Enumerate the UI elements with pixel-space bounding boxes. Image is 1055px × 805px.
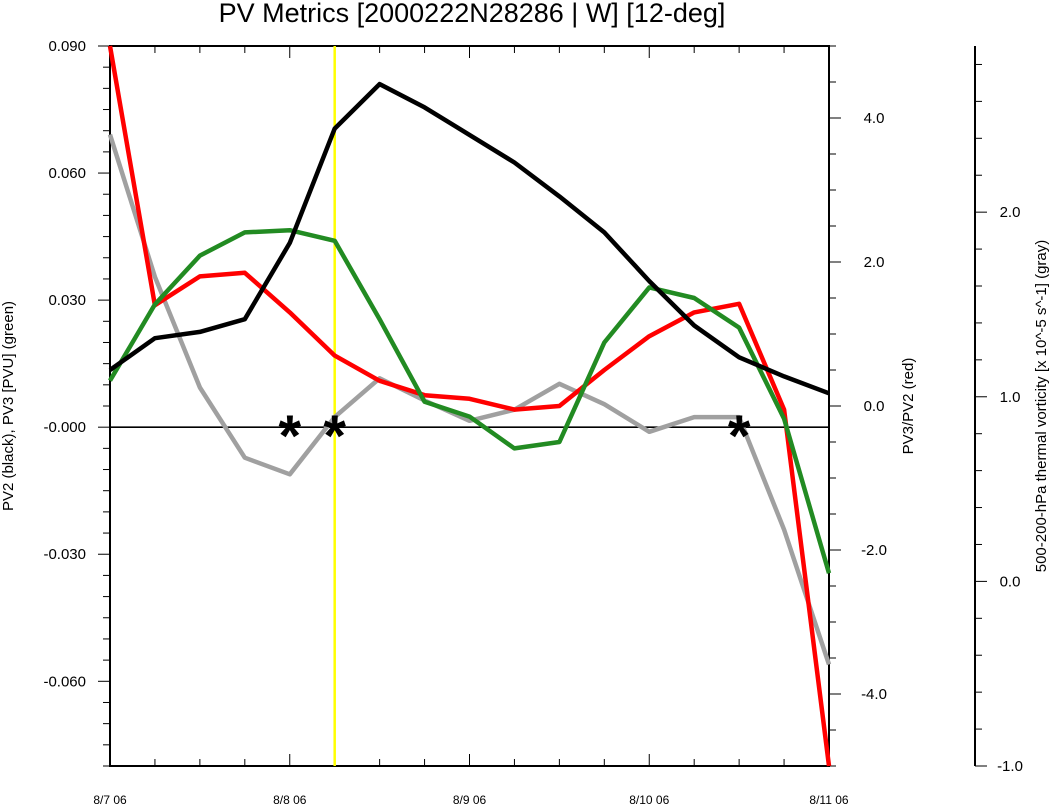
left-tick-label: 0.090 — [48, 38, 86, 55]
plot-frame — [109, 45, 830, 767]
x-tick-label: 8/11 06 — [809, 793, 848, 805]
asterisk-marker: * — [278, 404, 301, 469]
left-tick-label: -0.000 — [43, 419, 86, 436]
left-tick-label: 0.030 — [48, 292, 86, 309]
third-axis-tick-label: 0.0 — [1000, 573, 1021, 590]
event-markers: * * * — [278, 404, 750, 469]
asterisk-marker: * — [728, 404, 751, 469]
chart-title: PV Metrics [2000222N28286 | W] [12-deg] — [219, 0, 726, 28]
x-tick-label: 8/8 06 — [273, 793, 307, 805]
third-axis-tick-label: 2.0 — [1000, 204, 1021, 221]
third-axis-tick-label: 1.0 — [1000, 389, 1021, 406]
series-line-left-0 — [108, 81, 830, 396]
right-tick-label: 0.0 — [864, 398, 885, 415]
left-tick-label: 0.060 — [48, 165, 86, 182]
left-axis-title: PV2 (black), PV3 [PVU] (green) — [0, 301, 17, 511]
third-axis-tick-label: -1.0 — [997, 758, 1023, 775]
far-right-axis-title: 500-200-hPa thermal vorticity [x 10^-5 s… — [1033, 240, 1050, 573]
left-tick-label: -0.060 — [43, 673, 86, 690]
series-lines — [107, 45, 832, 767]
x-tick-label: 8/9 06 — [453, 793, 487, 805]
series-line-right2-3 — [107, 133, 832, 666]
asterisk-marker: * — [323, 404, 346, 469]
x-tick-label: 8/10 06 — [629, 793, 669, 805]
right-tick-label: -2.0 — [861, 542, 887, 559]
left-tick-label: -0.030 — [43, 546, 86, 563]
series-line-left-1 — [108, 227, 832, 574]
axis-ticks — [98, 45, 987, 767]
right-tick-label: -4.0 — [861, 686, 887, 703]
right-tick-label: 4.0 — [864, 110, 885, 127]
x-tick-label: 8/7 06 — [93, 793, 127, 805]
axis-tick-labels: 0.090 0.060 0.030 -0.000 -0.030 -0.060 4.0 2.0 0… — [43, 38, 1022, 805]
series-line-right1-2 — [107, 45, 832, 767]
right-axis-title: PV3/PV2 (red) — [900, 358, 917, 455]
right-tick-label: 2.0 — [864, 254, 885, 271]
